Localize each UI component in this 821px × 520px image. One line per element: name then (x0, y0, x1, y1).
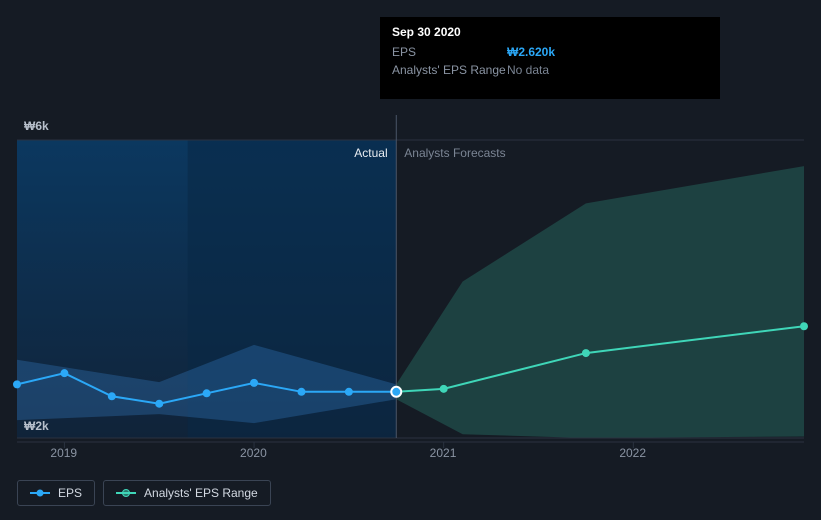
legend-swatch-eps (30, 488, 50, 498)
tooltip-row-value: ₩2.620k (507, 43, 708, 61)
legend-item-eps[interactable]: EPS (17, 480, 95, 506)
x-tick-label: 2020 (240, 446, 267, 460)
chart-tooltip: Sep 30 2020 EPS ₩2.620k Analysts' EPS Ra… (380, 17, 720, 99)
tooltip-row-eps: EPS ₩2.620k (392, 43, 708, 61)
tooltip-row-label: Analysts' EPS Range (392, 61, 507, 79)
tooltip-row-label: EPS (392, 43, 507, 61)
tooltip-row-range: Analysts' EPS Range No data (392, 61, 708, 79)
y-tick-label: ₩2k (24, 419, 49, 433)
chart-legend: EPS Analysts' EPS Range (17, 480, 271, 506)
tooltip-date: Sep 30 2020 (392, 25, 708, 39)
legend-label: EPS (58, 486, 82, 500)
x-tick-label: 2019 (50, 446, 77, 460)
x-tick-label: 2022 (619, 446, 646, 460)
x-tick-label: 2021 (430, 446, 457, 460)
eps-forecast-chart: Sep 30 2020 EPS ₩2.620k Analysts' EPS Ra… (0, 0, 821, 520)
zone-label-forecast: Analysts Forecasts (404, 146, 505, 160)
zone-label-actual: Actual (354, 146, 387, 160)
tooltip-row-value: No data (507, 61, 708, 79)
legend-label: Analysts' EPS Range (144, 486, 258, 500)
legend-swatch-range (116, 488, 136, 498)
legend-item-range[interactable]: Analysts' EPS Range (103, 480, 271, 506)
y-tick-label: ₩6k (24, 119, 49, 133)
